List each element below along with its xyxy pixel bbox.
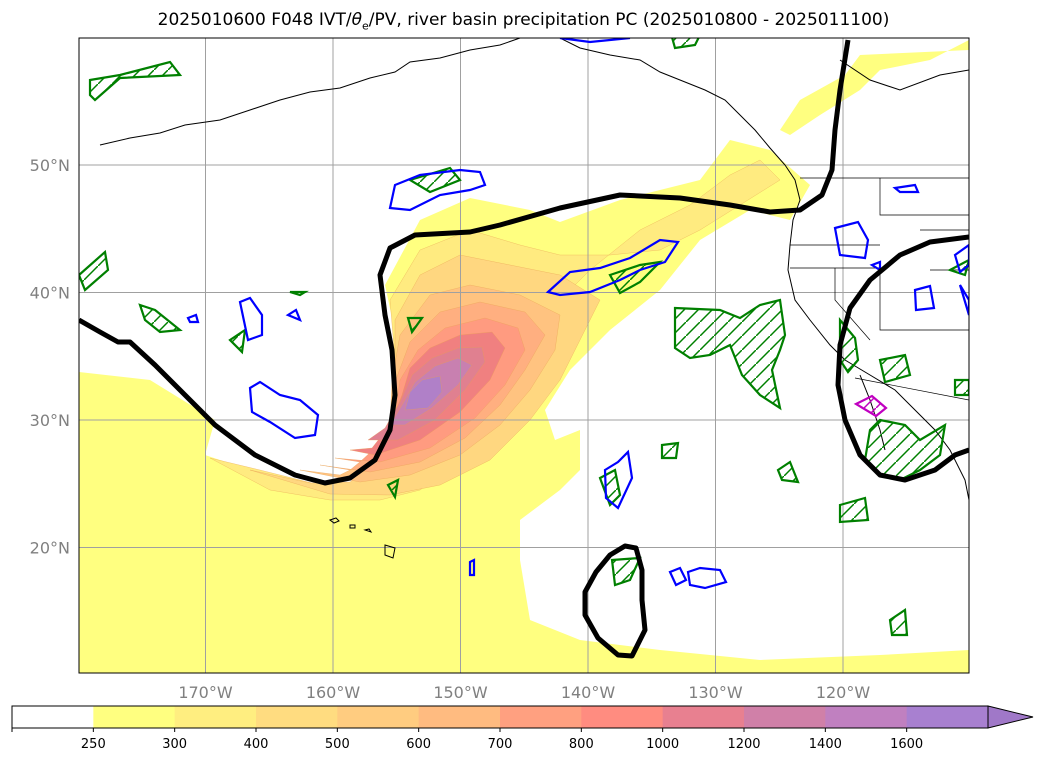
colorbar-segment: [12, 706, 94, 728]
colorbar-tick-label: 1200: [727, 737, 760, 752]
colorbar-tick-label: 300: [162, 737, 187, 752]
colorbar-segment: [906, 706, 989, 728]
colorbar-segment: [744, 706, 826, 728]
colorbar-tick-labels: 250 300 400 500 600 700 800 1000 1200 1400 1600: [11, 728, 923, 752]
lon-tick-label: 120°W: [816, 683, 871, 702]
latitude-labels: 50°N 40°N 30°N 20°N: [30, 156, 70, 558]
colorbar-tick-label: 1400: [809, 737, 842, 752]
colorbar-tick-label: 250: [81, 737, 106, 752]
map-frame: [78, 37, 970, 674]
colorbar-segment: [500, 706, 582, 728]
colorbar-tick-label: 1600: [890, 737, 923, 752]
colorbar-tick-label: 400: [244, 737, 269, 752]
lon-tick-label: 130°W: [688, 683, 743, 702]
precip-high-contour: [853, 394, 888, 418]
lat-tick-label: 50°N: [30, 156, 70, 175]
longitude-labels: 170°W 160°W 150°W 140°W 130°W 120°W: [178, 683, 870, 702]
lat-tick-label: 40°N: [30, 284, 70, 303]
ivt-fill-250-patch: [470, 600, 520, 640]
lon-tick-label: 170°W: [178, 683, 233, 702]
ivt-fill-250-south: [79, 592, 150, 670]
ivt-fill-1400: [404, 375, 443, 411]
colorbar-tick-label: 600: [406, 737, 431, 752]
pv-contours: [79, 39, 969, 659]
colorbar-segment: [418, 706, 501, 728]
colorbar-segment: [174, 706, 257, 728]
lat-tick-label: 30°N: [30, 411, 70, 430]
lon-tick-label: 160°W: [306, 683, 361, 702]
colorbar: [11, 705, 1034, 729]
graticule: [79, 38, 969, 673]
lon-tick-label: 140°W: [561, 683, 616, 702]
lat-tick-label: 20°N: [30, 539, 70, 558]
map-area: [79, 38, 969, 673]
colorbar-segment: [581, 706, 664, 728]
colorbar-tick-label: 700: [488, 737, 513, 752]
colorbar-segment: [256, 706, 338, 728]
ivt-filled-contours: [79, 40, 969, 673]
colorbar-tick-label: 500: [325, 737, 350, 752]
colorbar-segment: [825, 706, 908, 728]
colorbar-segment: [93, 706, 176, 728]
colorbar-tick-label: 800: [569, 737, 594, 752]
figure-title: 2025010600 F048 IVT/θe/PV, river basin p…: [157, 10, 890, 33]
precip-contours: [79, 38, 969, 637]
colorbar-segment: [337, 706, 420, 728]
colorbar-extend-arrow: [987, 705, 1034, 729]
theta-e-contours: [186, 38, 969, 590]
colorbar-tick-label: 1000: [646, 737, 679, 752]
ivt-fill-250-north: [780, 40, 969, 135]
colorbar-segment: [662, 706, 745, 728]
lon-tick-label: 150°W: [433, 683, 488, 702]
